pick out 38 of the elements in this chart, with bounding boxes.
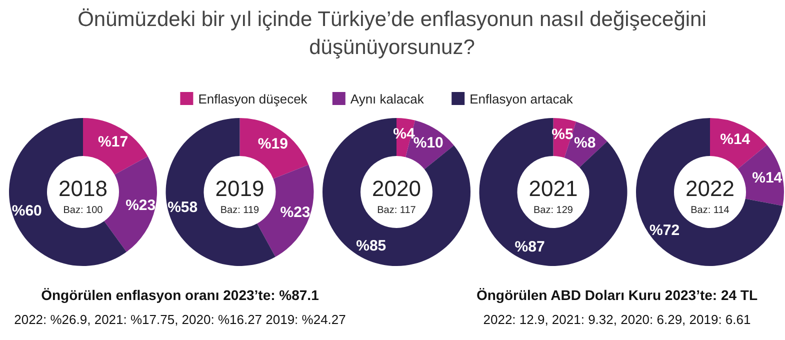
text: Baz: 114: [690, 205, 730, 216]
text: 2020: [372, 176, 421, 201]
text: Baz: 129: [534, 205, 574, 216]
data-label: %85: [356, 238, 386, 255]
data-label: %14: [752, 170, 783, 187]
data-label: %60: [12, 202, 42, 220]
data-label: %23: [126, 197, 156, 214]
donut-slice: [710, 118, 768, 170]
data-label: %23: [280, 204, 310, 222]
donut-slice: [479, 118, 628, 266]
donut-slice: [738, 144, 784, 206]
text: 2022: %26.9, 2021: %17.75, 2020: %16.27 2019: %24.27: [14, 312, 346, 327]
legend-label: Enflasyon artacak: [470, 92, 574, 106]
legend-label: Enflasyon düşecek: [198, 92, 308, 106]
text: 2022: [686, 176, 734, 201]
text: Baz: 119: [220, 205, 260, 216]
text: Baz: 100: [63, 205, 104, 216]
donut-slice: [83, 118, 148, 175]
legend-label: Aynı kalacak: [350, 92, 424, 106]
data-label: %72: [650, 222, 680, 239]
text: Baz: 117: [377, 205, 416, 216]
donut-slice: [322, 118, 470, 266]
text: Öngörülen ABD Doları Kuru 2023’te: 24 TL: [476, 287, 758, 303]
data-label: %8: [574, 134, 596, 152]
text: Öngörülen enflasyon oranı 2023’te: %87.1: [41, 287, 320, 303]
text: 2019: [215, 176, 264, 201]
data-label: %87: [514, 238, 545, 256]
data-label: %19: [258, 135, 288, 152]
data-label: %17: [98, 133, 128, 150]
text: 2021: [528, 176, 578, 201]
data-label: %58: [168, 198, 198, 216]
text: 2018: [58, 176, 108, 201]
text: Önümüzdeki bir yıl içinde Türkiye’de enflasyonun nasıl değişeceğini düşünüyorsunuz?: [78, 8, 706, 59]
donut-slice: [636, 118, 783, 266]
donut-slice: [9, 118, 126, 266]
text: 2022: 12.9, 2021: 9.32, 2020: 6.29, 2019: 6.61: [483, 312, 751, 327]
data-label: %14: [720, 130, 751, 148]
donut-slice: [240, 118, 309, 179]
